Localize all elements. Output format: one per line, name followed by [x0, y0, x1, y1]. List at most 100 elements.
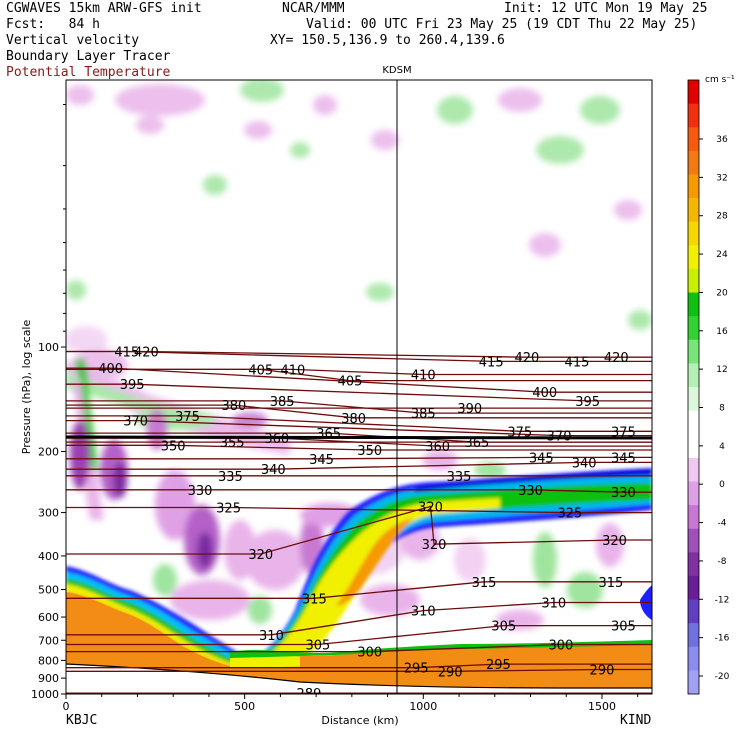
y-axis: 100 200 300 400 500 600 700 800 900 1000	[31, 103, 66, 701]
theta-label: 415	[114, 345, 139, 360]
theta-contour	[66, 400, 652, 414]
colorbar-swatch	[688, 363, 699, 388]
theta-contour	[66, 368, 652, 376]
theta-contour	[66, 668, 652, 672]
theta-label: 420	[604, 351, 629, 366]
x-tick-label: 1500	[588, 700, 616, 713]
theta-label: 350	[161, 439, 186, 454]
colorbar-swatch	[688, 174, 699, 199]
theta-label: 290	[590, 664, 615, 679]
theta-contour	[66, 444, 652, 451]
theta-label: 315	[302, 592, 327, 607]
theta-label: 410	[411, 368, 436, 383]
y-tick-label: 700	[38, 634, 59, 647]
theta-label: 320	[418, 500, 443, 515]
theta-label: 405	[338, 375, 363, 390]
theta-label: 300	[357, 646, 382, 661]
theta-contour	[66, 415, 652, 432]
forecast-hour: Fcst: 84 h	[6, 17, 100, 32]
colorbar-frame	[687, 79, 700, 695]
theta-label: 295	[486, 658, 511, 673]
theta-label: 355	[220, 436, 245, 451]
midpoint-station-label: KDSM	[382, 65, 411, 76]
theta-contour	[66, 601, 652, 636]
theta-label: 335	[218, 470, 243, 485]
theta-contour	[66, 419, 652, 437]
colorbar-tick-label: 20	[716, 288, 728, 298]
colorbar-swatch	[688, 505, 699, 530]
theta-label: 345	[529, 451, 554, 466]
theta-label: 415	[565, 355, 590, 370]
theta-label: 325	[216, 501, 241, 516]
theta-label: 315	[598, 576, 623, 591]
field-potential-temperature: Potential Temperature	[6, 65, 171, 80]
theta-label: 360	[425, 440, 450, 455]
theta-label: 300	[548, 638, 573, 653]
theta-label: 325	[557, 507, 582, 522]
theta-label: 360	[264, 432, 289, 447]
left-station-label: KBJC	[66, 713, 98, 728]
theta-label: 330	[518, 484, 543, 499]
theta-contour	[66, 506, 652, 514]
theta-contour	[66, 461, 652, 470]
colorbar-swatch	[688, 434, 699, 459]
theta-label: 335	[447, 470, 472, 485]
colorbar-swatch	[688, 150, 699, 175]
colorbar-units: cm s⁻¹	[705, 75, 735, 85]
theta-label: 350	[357, 444, 382, 459]
terrain	[66, 664, 652, 694]
colorbar-tick-label: 0	[719, 480, 725, 490]
theta-label: 370	[123, 415, 148, 430]
colorbar-swatch	[688, 198, 699, 223]
theta-label: 330	[611, 486, 636, 501]
colorbar-swatch	[688, 623, 699, 648]
y-tick-label: 1000	[31, 688, 59, 701]
theta-label: 315	[472, 576, 497, 591]
colorbar-tick-label: 32	[716, 173, 727, 183]
colorbar-tick-label: 8	[719, 404, 725, 414]
theta-contour	[66, 505, 652, 555]
theta-label: 295	[404, 662, 429, 677]
y-tick-label: 400	[38, 550, 59, 563]
institution-label: NCAR/MMM	[282, 1, 345, 16]
right-station-label: KIND	[620, 713, 652, 728]
init-time: Init: 12 UTC Mon 19 May 25	[504, 1, 708, 16]
x-axis: 0 500 1000 1500	[63, 694, 639, 713]
y-tick-label: 100	[38, 341, 59, 354]
colorbar-swatch	[688, 528, 699, 553]
y-tick-label: 300	[38, 507, 59, 520]
colorbar-tick-label: 16	[716, 327, 728, 337]
colorbar-swatch	[688, 268, 699, 294]
theta-label: 365	[316, 427, 341, 442]
colorbar-swatch	[688, 80, 699, 105]
y-tick-label: 200	[38, 445, 59, 458]
y-tick-label: 800	[38, 654, 59, 667]
colorbar-tick-label: -20	[715, 672, 730, 682]
theta-label: 385	[411, 407, 436, 422]
theta-label: 410	[280, 363, 305, 378]
colorbar-swatch	[688, 245, 699, 270]
colorbar-swatch	[688, 670, 699, 695]
theta-contour	[66, 383, 652, 402]
model-title: CGWAVES 15km ARW-GFS init	[6, 1, 202, 16]
theta-label: 380	[222, 399, 247, 414]
theta-contour	[66, 581, 652, 599]
tropopause-line	[66, 435, 652, 440]
theta-label: 380	[341, 412, 366, 427]
theta-contour	[66, 367, 652, 393]
theta-label: 305	[305, 638, 330, 653]
y-tick-label: 900	[38, 672, 59, 685]
theta-label: 400	[532, 386, 557, 401]
colorbar-swatch	[688, 103, 699, 128]
surface-boundary-layer	[66, 585, 652, 694]
theta-label: 385	[270, 395, 295, 410]
theta-label: 345	[611, 451, 636, 466]
theta-label: 420	[515, 351, 540, 366]
colorbar-swatch	[688, 339, 699, 364]
colorbar-swatch	[688, 646, 699, 671]
theta-label: 400	[98, 362, 123, 377]
theta-label: 310	[411, 605, 436, 620]
potential-temperature-contours	[66, 350, 652, 694]
y-axis-label: Pressure (hPa), log scale	[20, 320, 33, 455]
